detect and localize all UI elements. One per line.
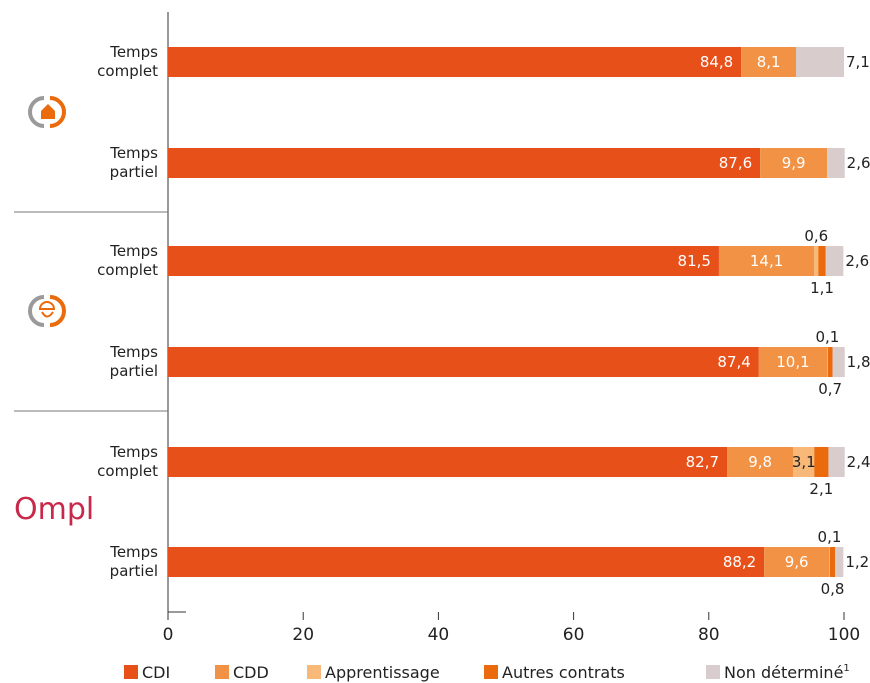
bar-segment-non-determine xyxy=(796,47,844,77)
legend-swatch-1 xyxy=(124,665,138,679)
bar-segment-non-determine xyxy=(825,246,844,276)
value-label-non-determine: 2,6 xyxy=(845,252,869,270)
value-label-apprentissage: 3,1 xyxy=(792,453,816,471)
legend-label-2: CDD xyxy=(233,663,269,682)
bar-segment-autres-contrats xyxy=(818,246,826,276)
bar-segment-cdi xyxy=(168,47,742,77)
bar-segment-cdd xyxy=(758,347,828,377)
x-tick-label: 100 xyxy=(828,625,860,645)
value-label-cdd: 9,6 xyxy=(785,553,809,571)
bar-segment-non-determine xyxy=(835,547,844,577)
value-label-apprentissage: 0,1 xyxy=(816,328,840,346)
bar-segment-apprentissage xyxy=(793,447,815,477)
category-label: Temps xyxy=(109,43,158,61)
bar-segment-cdd xyxy=(764,547,830,577)
legend-footnote-mark: 1 xyxy=(843,663,849,674)
value-label-cdd: 14,1 xyxy=(750,252,783,270)
value-label-cdi: 87,6 xyxy=(719,154,752,172)
x-tick-label: 60 xyxy=(563,625,585,645)
bar-segment-autres-contrats xyxy=(829,547,836,577)
legend-swatch-4 xyxy=(484,665,498,679)
value-label-non-determine: 1,8 xyxy=(847,353,870,371)
category-label: complet xyxy=(97,62,158,80)
bar-segment-cdi xyxy=(168,547,765,577)
value-label-autres-contrats: 0,7 xyxy=(818,380,842,398)
value-label-cdi: 81,5 xyxy=(678,252,711,270)
value-label-cdi: 84,8 xyxy=(700,53,733,71)
category-label: partiel xyxy=(110,163,158,181)
legend-label-4: Autres contrats xyxy=(502,663,625,682)
value-label-autres-contrats: 2,1 xyxy=(809,480,833,498)
bar-segment-apprentissage xyxy=(829,547,830,577)
category-label: Temps xyxy=(109,543,158,561)
legend-label-1: CDI xyxy=(142,663,170,682)
bar-segment-cdi xyxy=(168,447,728,477)
legend-swatch-5 xyxy=(706,665,720,679)
value-label-cdi: 87,4 xyxy=(717,353,750,371)
bar-segment-non-determine xyxy=(828,447,845,477)
bar-segment-autres-contrats xyxy=(814,447,829,477)
value-label-cdi: 88,2 xyxy=(723,553,756,571)
value-label-non-determine: 2,4 xyxy=(847,453,870,471)
category-label: complet xyxy=(97,462,158,480)
bar-segment-cdd xyxy=(760,148,828,178)
x-tick-label: 20 xyxy=(292,625,314,645)
category-label: Temps xyxy=(109,242,158,260)
value-label-autres-contrats: 0,8 xyxy=(821,580,845,598)
bar-segment-apprentissage xyxy=(814,246,819,276)
house-icon xyxy=(28,96,66,128)
bar-segment-cdd xyxy=(727,447,794,477)
category-label: complet xyxy=(97,261,158,279)
category-label: partiel xyxy=(110,562,158,580)
legend-label-3: Apprentissage xyxy=(325,663,440,682)
bar-segment-non-determine xyxy=(827,148,845,178)
worker-icon xyxy=(28,295,66,327)
category-label: Temps xyxy=(109,144,158,162)
x-tick-label: 80 xyxy=(698,625,720,645)
legend-swatch-3 xyxy=(307,665,321,679)
legend-swatch-2 xyxy=(215,665,229,679)
bar-segment-apprentissage xyxy=(827,347,828,377)
bar-segment-cdd xyxy=(718,246,815,276)
value-label-apprentissage: 0,6 xyxy=(804,227,828,245)
value-label-non-determine: 7,1 xyxy=(846,53,870,71)
value-label-non-determine: 1,2 xyxy=(845,553,869,571)
bar-segment-cdi xyxy=(168,148,761,178)
bar-segment-autres-contrats xyxy=(827,347,833,377)
bar-segment-cdi xyxy=(168,246,719,276)
bar-segment-cdd xyxy=(741,47,797,77)
category-label: Temps xyxy=(109,443,158,461)
x-tick-label: 0 xyxy=(163,625,174,645)
category-label: partiel xyxy=(110,362,158,380)
value-label-cdd: 9,9 xyxy=(782,154,806,172)
legend-label-5: Non déterminé1 xyxy=(724,663,850,682)
value-label-autres-contrats: 1,1 xyxy=(810,279,834,297)
ompl-logo: Ompl xyxy=(14,492,94,527)
bar-segment-non-determine xyxy=(832,347,845,377)
value-label-cdd: 8,1 xyxy=(757,53,781,71)
bar-segment-cdi xyxy=(168,347,759,377)
value-label-cdi: 82,7 xyxy=(686,453,719,471)
value-label-cdd: 10,1 xyxy=(776,353,809,371)
category-label: Temps xyxy=(109,343,158,361)
value-label-non-determine: 2,6 xyxy=(847,154,870,172)
x-tick-label: 40 xyxy=(428,625,450,645)
value-label-apprentissage: 0,1 xyxy=(818,528,842,546)
value-label-cdd: 9,8 xyxy=(748,453,772,471)
